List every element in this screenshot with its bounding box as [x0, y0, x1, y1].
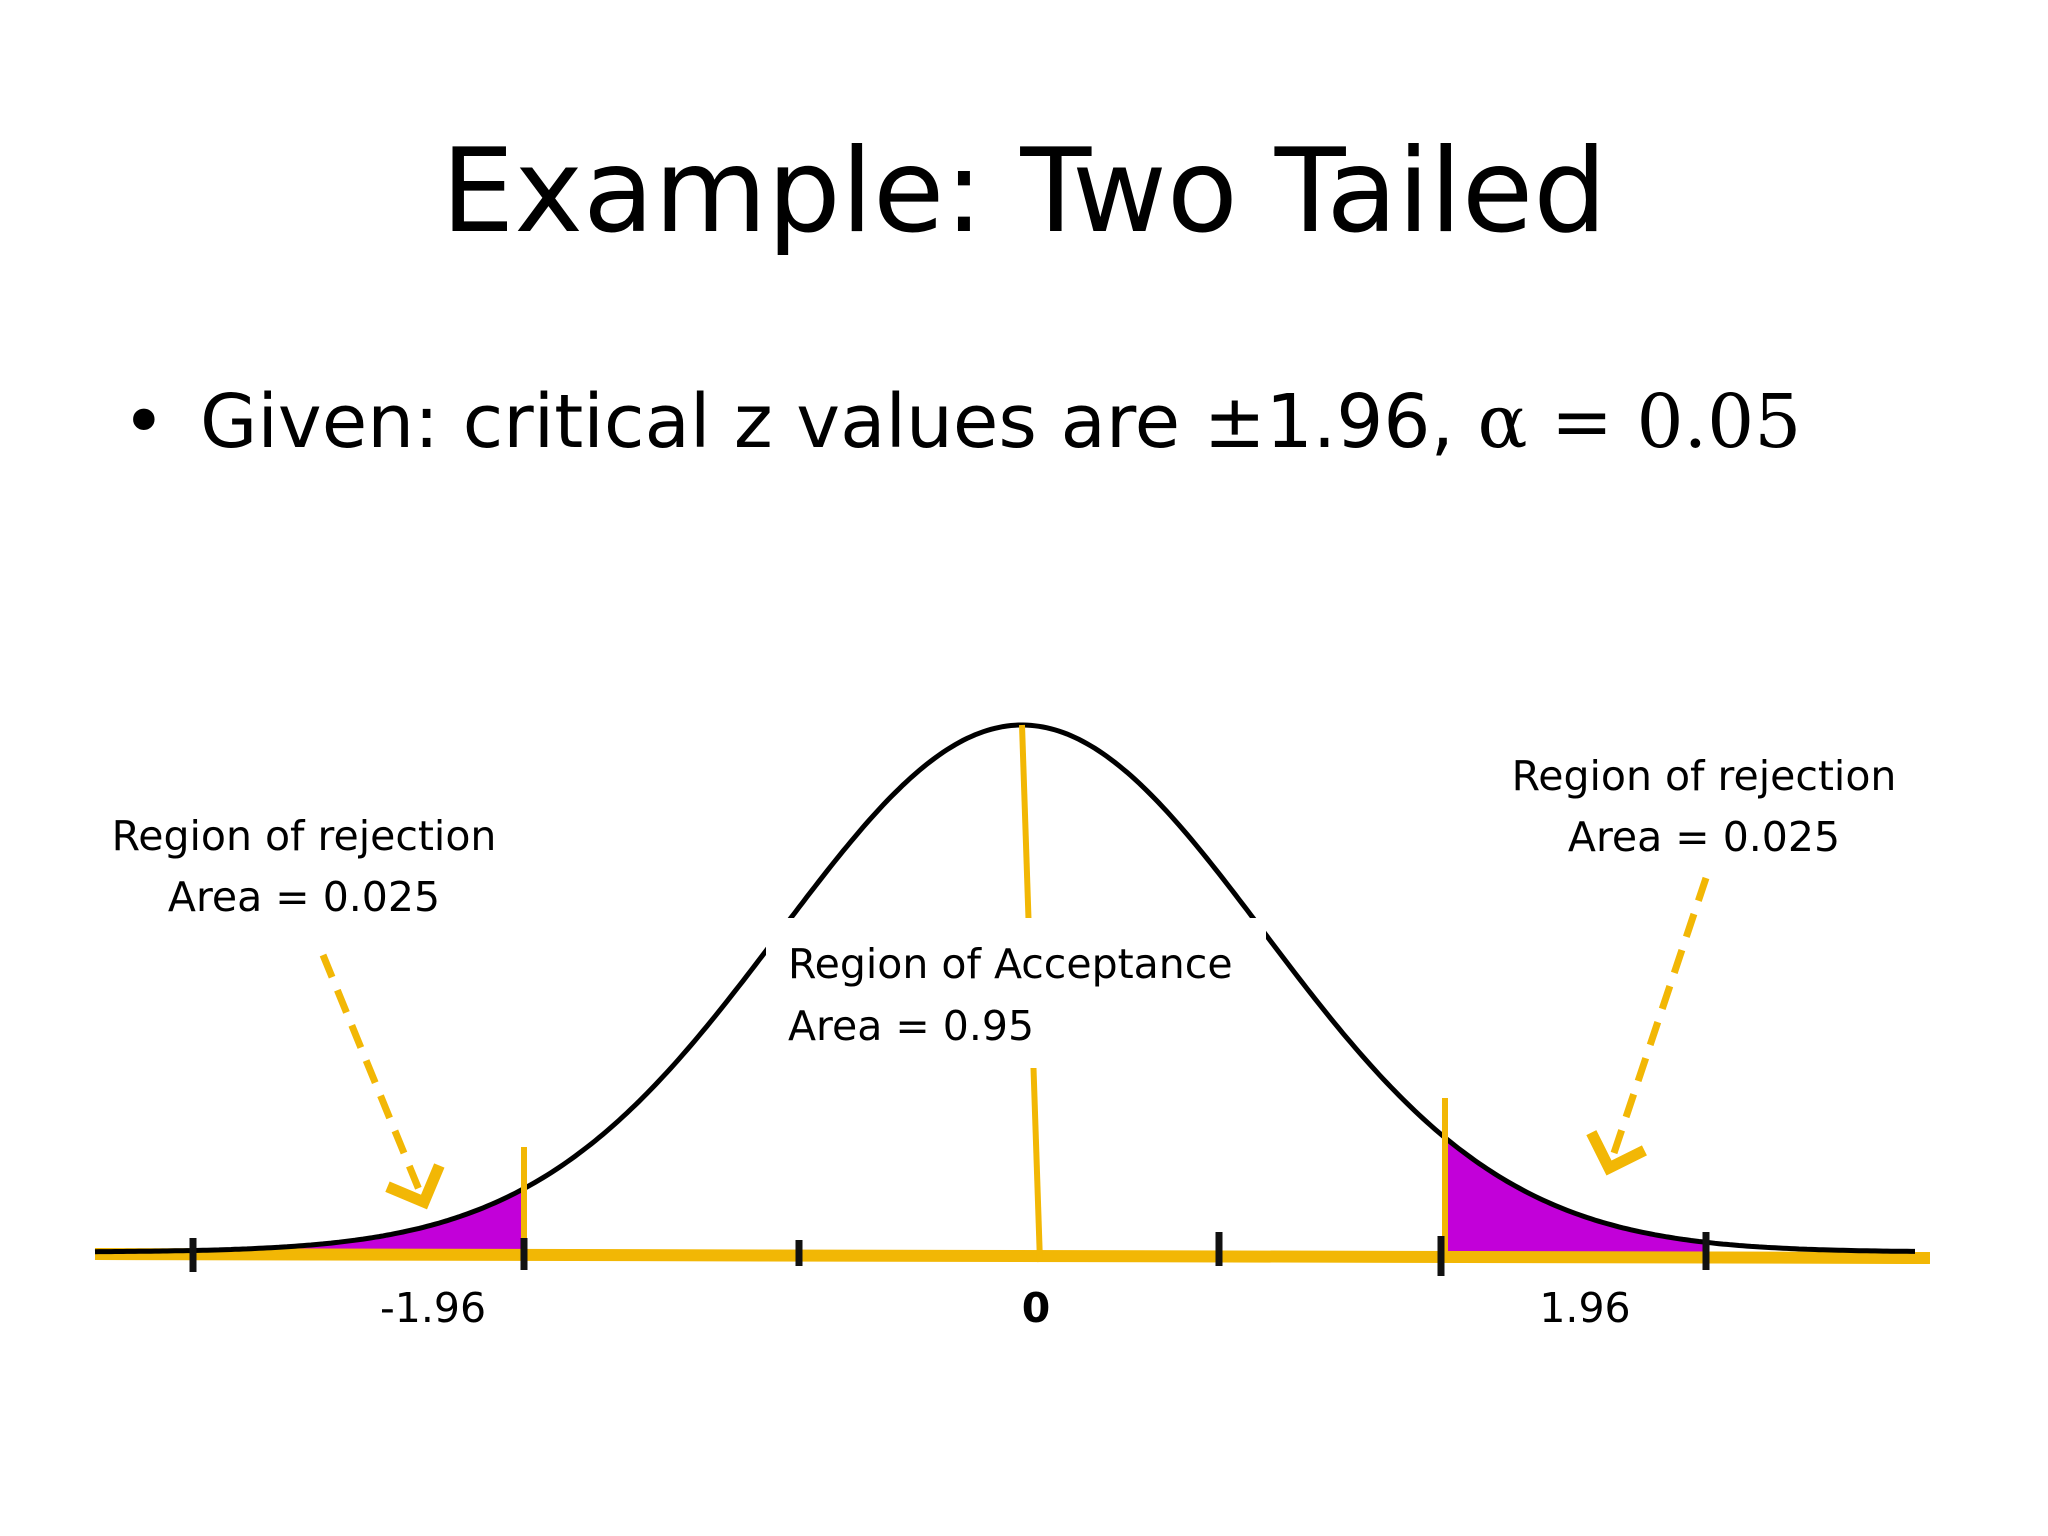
left-pointer-arrow-icon: [319, 953, 445, 1210]
axis-label-center: 0: [1022, 1284, 1051, 1332]
right-pointer-arrow-icon: [1586, 876, 1710, 1176]
axis-ticks: [189, 1232, 1710, 1276]
right-rejection-region: [1445, 1137, 1706, 1252]
baseline-axis: [94, 1248, 1931, 1264]
bullet-dot-icon: •: [122, 379, 166, 465]
bullet-alpha: α = 0.05: [1477, 379, 1802, 465]
right-rejection-label-line1: Region of rejection: [1512, 752, 1897, 800]
left-rejection-label-line1: Region of rejection: [112, 812, 497, 860]
acceptance-label-line2: Area = 0.95: [788, 1002, 1034, 1050]
axis-label-right-critical: 1.96: [1539, 1284, 1630, 1332]
bullet-text: Given: critical z values are ±1.96,: [200, 379, 1478, 465]
acceptance-label-line1: Region of Acceptance: [788, 940, 1233, 988]
axis-label-left-critical: -1.96: [380, 1284, 486, 1332]
acceptance-label-background: [766, 918, 1266, 1068]
right-rejection-label-line2: Area = 0.025: [1568, 813, 1840, 861]
left-rejection-region: [262, 1188, 524, 1252]
given-bullet: • Given: critical z values are ±1.96, α =…: [122, 378, 1801, 467]
bell-curve: [94, 722, 1915, 1255]
slide-title: Example: Two Tailed: [441, 124, 1607, 259]
left-rejection-label-line2: Area = 0.025: [168, 873, 440, 921]
